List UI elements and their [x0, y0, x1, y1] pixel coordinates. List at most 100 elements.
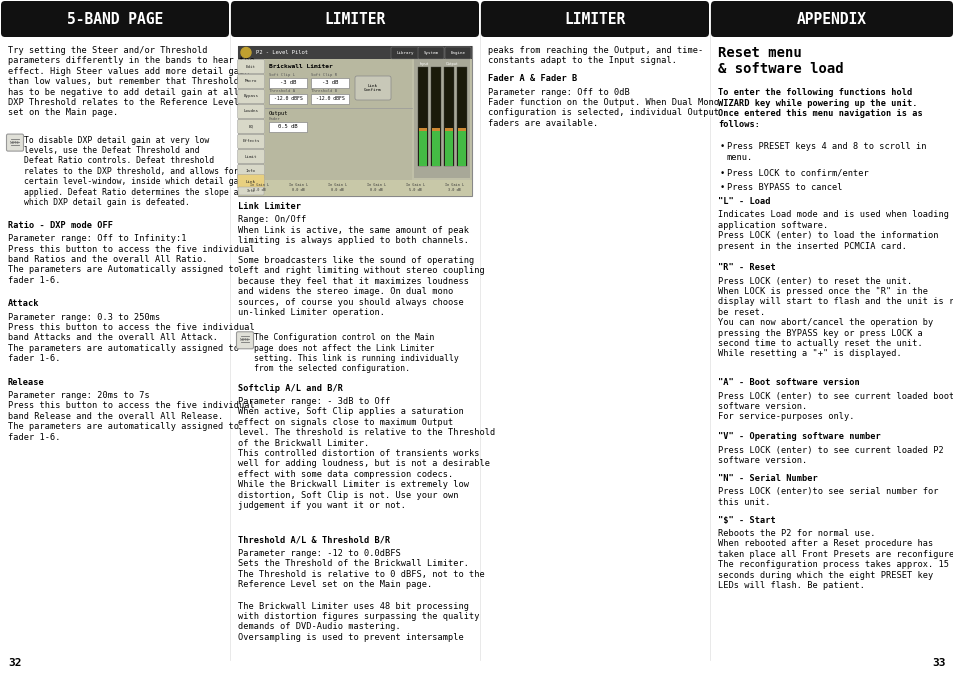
FancyBboxPatch shape — [237, 74, 264, 88]
FancyBboxPatch shape — [444, 47, 471, 59]
Bar — [269, 122, 307, 132]
Text: Press BYPASS to cancel: Press BYPASS to cancel — [726, 183, 841, 192]
Text: •: • — [720, 142, 724, 151]
Text: 0.5 dB: 0.5 dB — [278, 124, 297, 130]
Bar — [432, 132, 439, 166]
Text: Loudns: Loudns — [243, 109, 258, 113]
Text: NOTE: NOTE — [10, 140, 20, 144]
FancyBboxPatch shape — [1, 1, 229, 37]
Bar — [417, 67, 428, 166]
Text: In Gain L: In Gain L — [406, 183, 425, 187]
Text: The Brickwall Limiter uses 48 bit processing
with distortion figures surpassing : The Brickwall Limiter uses 48 bit proces… — [237, 601, 479, 642]
FancyBboxPatch shape — [480, 1, 708, 37]
Text: "L" - Load: "L" - Load — [718, 197, 770, 207]
FancyBboxPatch shape — [237, 119, 264, 134]
Text: Range: On/Off
When Link is active, the same amount of peak
limiting is always ap: Range: On/Off When Link is active, the s… — [237, 215, 469, 245]
Text: To disable DXP detail gain at very low
levels, use the Defeat Threshold and
Defe: To disable DXP detail gain at very low l… — [24, 136, 263, 207]
Bar — [457, 128, 465, 132]
Text: Ratio - DXP mode OFF: Ratio - DXP mode OFF — [8, 221, 112, 230]
Text: 5-BAND PAGE: 5-BAND PAGE — [67, 11, 163, 26]
Text: Indicates Load mode and is used when loading
application software.
Press LOCK (e: Indicates Load mode and is used when loa… — [718, 211, 948, 250]
Text: Attack: Attack — [8, 300, 39, 308]
FancyBboxPatch shape — [237, 165, 264, 178]
FancyBboxPatch shape — [355, 76, 391, 100]
Text: Edit: Edit — [246, 65, 255, 68]
Text: "N" - Serial Number: "N" - Serial Number — [718, 474, 817, 483]
Text: Input: Input — [419, 62, 428, 66]
Bar — [237, 46, 472, 196]
Bar — [457, 132, 465, 166]
Text: 0.0 dB: 0.0 dB — [253, 188, 266, 192]
Text: In Gain L: In Gain L — [444, 183, 463, 187]
Text: Link: Link — [246, 180, 255, 184]
Bar — [311, 78, 349, 88]
Text: Threshold B: Threshold B — [311, 89, 336, 93]
Text: LIMITER: LIMITER — [324, 11, 385, 26]
Text: P2 - Level Pilot: P2 - Level Pilot — [255, 50, 308, 55]
Text: Fader A & Fader B: Fader A & Fader B — [488, 74, 577, 84]
Text: EQ: EQ — [248, 124, 253, 128]
Text: Some broadcasters like the sound of operating
left and right limiting without st: Some broadcasters like the sound of oper… — [237, 256, 484, 317]
Text: In Gain L: In Gain L — [367, 183, 386, 187]
Text: In Gain L: In Gain L — [328, 183, 347, 187]
FancyBboxPatch shape — [231, 1, 478, 37]
Text: Reset menu
& software load: Reset menu & software load — [718, 46, 842, 76]
Text: 33: 33 — [931, 658, 945, 668]
Text: Info: Info — [246, 169, 255, 173]
Text: Press LOCK (enter) to see current loaded P2
software version.: Press LOCK (enter) to see current loaded… — [718, 446, 943, 465]
Text: -12.0 dBFS: -12.0 dBFS — [274, 97, 302, 101]
FancyBboxPatch shape — [237, 187, 264, 195]
Text: Release: Release — [8, 378, 45, 387]
Text: Parameter range: Off to 0dB
Fader function on the Output. When Dual Mono
configu: Parameter range: Off to 0dB Fader functi… — [488, 88, 719, 128]
FancyBboxPatch shape — [417, 47, 443, 59]
Bar — [444, 132, 453, 166]
Text: 0.0 dB: 0.0 dB — [292, 188, 305, 192]
Text: Output: Output — [269, 111, 288, 115]
Text: Info: Info — [247, 189, 255, 193]
Text: 32: 32 — [8, 658, 22, 668]
Text: Output: Output — [445, 62, 457, 66]
FancyBboxPatch shape — [237, 175, 264, 188]
Bar — [237, 46, 472, 59]
Text: Bypass: Bypass — [243, 95, 258, 99]
Text: Library: Library — [395, 51, 414, 55]
Bar — [237, 59, 264, 196]
FancyBboxPatch shape — [710, 1, 952, 37]
Text: 0.0 dB: 0.0 dB — [370, 188, 382, 192]
Bar — [443, 67, 454, 166]
Bar — [311, 94, 349, 104]
Circle shape — [241, 47, 251, 57]
Text: LIMITER: LIMITER — [564, 11, 625, 26]
Text: To enter the following functions hold
WIZARD key while powering up the unit.
Onc: To enter the following functions hold WI… — [718, 88, 922, 129]
Text: Press PRESET keys 4 and 8 to scroll in
menu.: Press PRESET keys 4 and 8 to scroll in m… — [726, 142, 925, 162]
FancyBboxPatch shape — [236, 332, 253, 349]
Text: peaks from reaching the Output, and time-
constants adapt to the Input signal.: peaks from reaching the Output, and time… — [488, 46, 702, 65]
Text: Threshold A: Threshold A — [269, 89, 294, 93]
Text: Parameter range: 0.3 to 250ms
Press this button to access the five individual
ba: Parameter range: 0.3 to 250ms Press this… — [8, 313, 254, 363]
Text: 3.0 dB: 3.0 dB — [448, 188, 460, 192]
Text: Press LOCK (enter)to see serial number for
this unit.: Press LOCK (enter)to see serial number f… — [718, 487, 938, 507]
FancyBboxPatch shape — [237, 59, 264, 74]
FancyBboxPatch shape — [391, 47, 418, 59]
Text: Threshold A/L & Threshold B/R: Threshold A/L & Threshold B/R — [237, 535, 390, 545]
Bar — [237, 180, 472, 196]
Bar — [431, 67, 440, 166]
Text: Macro: Macro — [245, 80, 257, 84]
Text: APPENDIX: APPENDIX — [796, 11, 866, 26]
FancyBboxPatch shape — [237, 105, 264, 119]
Text: •: • — [720, 169, 724, 178]
Bar — [265, 59, 412, 196]
Text: In Gain L: In Gain L — [250, 183, 269, 187]
Text: Effects: Effects — [242, 140, 259, 144]
Text: "A" - Boot software version: "A" - Boot software version — [718, 379, 859, 387]
Text: "V" - Operating software number: "V" - Operating software number — [718, 433, 880, 441]
Text: Fader: Fader — [269, 117, 280, 121]
Bar — [444, 128, 453, 132]
Text: Press LOCK (enter) to see current loaded boot
software version.
For service-purp: Press LOCK (enter) to see current loaded… — [718, 392, 953, 421]
Text: "$" - Start: "$" - Start — [718, 516, 775, 524]
Text: Try setting the Steer and/or Threshold
parameters differently in the bands to he: Try setting the Steer and/or Threshold p… — [8, 46, 254, 117]
Text: Brickwall Limiter: Brickwall Limiter — [269, 65, 333, 70]
FancyBboxPatch shape — [237, 149, 264, 163]
Text: -3 dB: -3 dB — [321, 80, 337, 86]
Text: Parameter range: 20ms to 7s
Press this button to access the five individual
band: Parameter range: 20ms to 7s Press this b… — [8, 391, 254, 441]
